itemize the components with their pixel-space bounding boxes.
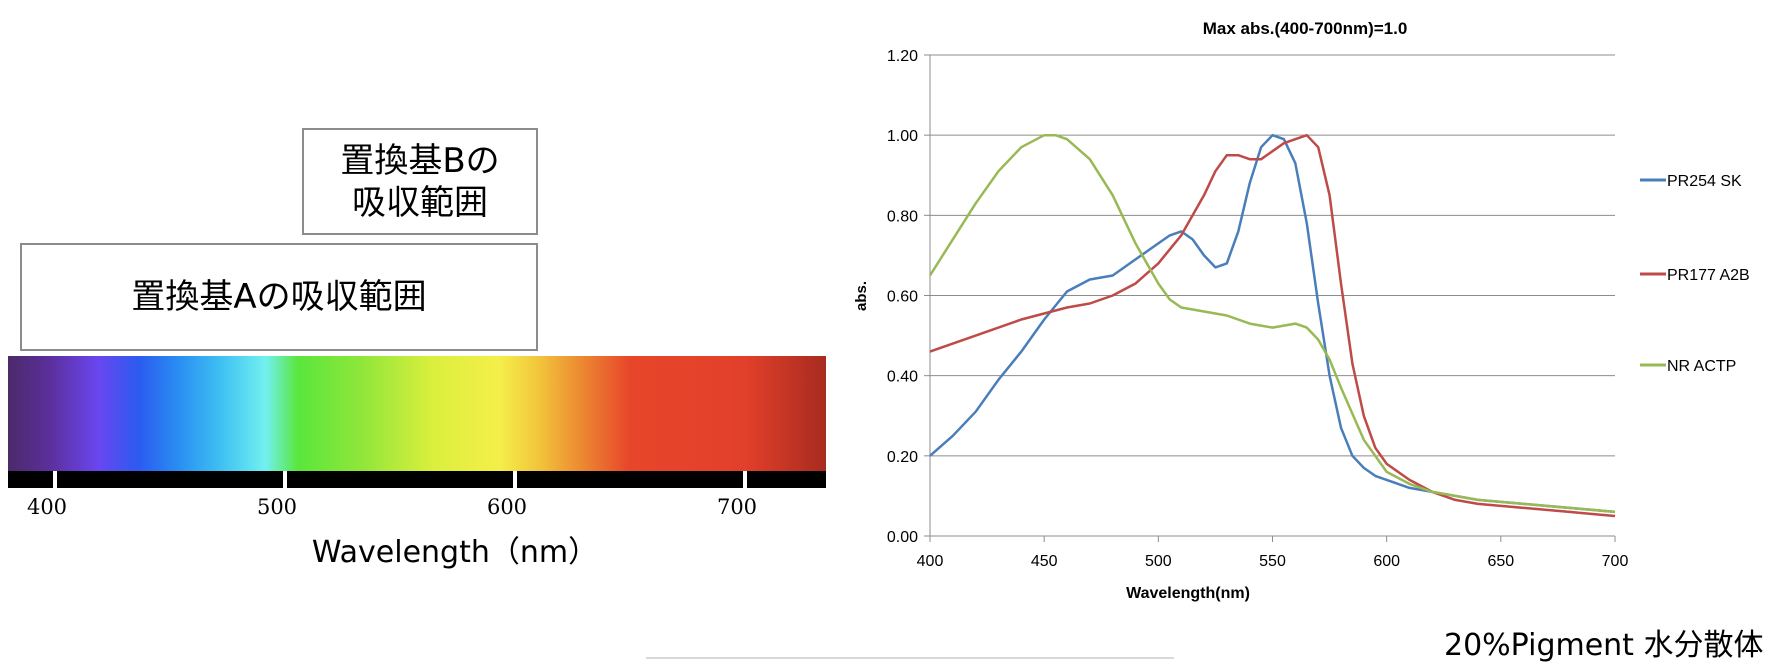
substituent-b-line-2: 吸収範囲 xyxy=(351,182,488,223)
legend-label: NR ACTP xyxy=(1667,358,1736,375)
y-tick-label: 0.00 xyxy=(887,529,918,546)
x-tick-label: 650 xyxy=(1487,553,1514,570)
spectrum-axis-label: Wavelength（nm） xyxy=(312,535,598,570)
x-tick-label: 500 xyxy=(1145,553,1172,570)
legend-label: PR254 SK xyxy=(1667,173,1742,190)
substituent-a-label: 置換基Aの吸収範囲 xyxy=(131,277,427,317)
absorbance-chart: Max abs.(400-700nm)=1.0 0.00 0.20 0.40 0.60… xyxy=(853,19,1750,602)
y-axis-label: abs. xyxy=(853,281,870,311)
y-tick-label: 0.80 xyxy=(887,208,918,225)
series-line xyxy=(928,133,1616,514)
footer-rule xyxy=(646,657,1174,659)
spectrum-tick-mark xyxy=(283,471,287,488)
spectrum-gradient xyxy=(8,356,826,471)
substituent-b-line-1: 置換基Bの xyxy=(340,140,500,181)
substituent-b-box: 置換基Bの 吸収範囲 xyxy=(302,128,538,235)
series-line xyxy=(929,133,1616,518)
substituent-a-box: 置換基Aの吸収範囲 xyxy=(20,243,538,351)
x-tick-label: 600 xyxy=(1373,553,1400,570)
x-tick-label: 550 xyxy=(1259,553,1286,570)
sample-note: 20%Pigment 水分散体 xyxy=(1444,628,1764,663)
spectrum-tick-mark xyxy=(53,471,57,488)
y-tick-label: 0.40 xyxy=(887,369,918,386)
spectrum-tick-label: 400 xyxy=(27,495,67,519)
x-tick-label: 400 xyxy=(917,553,944,570)
x-tick-label: 700 xyxy=(1602,553,1629,570)
spectrum-tick-label: 500 xyxy=(257,495,297,519)
x-axis-label: Wavelength(nm) xyxy=(1126,585,1250,602)
spectrum-tick-mark xyxy=(743,471,747,488)
spectrum-tick-label: 700 xyxy=(717,495,757,519)
y-tick-label: 0.60 xyxy=(887,289,918,306)
legend-label: PR177 A2B xyxy=(1667,267,1750,284)
visible-spectrum: 400 500 600 700 Wavelength（nm） xyxy=(8,356,826,570)
y-tick-label: 1.00 xyxy=(887,128,918,145)
y-tick-label: 1.20 xyxy=(887,48,918,65)
spectrum-tick-mark xyxy=(513,471,517,488)
spectrum-tick-label: 600 xyxy=(487,495,527,519)
x-tick-label: 450 xyxy=(1031,553,1058,570)
y-tick-label: 0.20 xyxy=(887,449,918,466)
spectrum-tick-bar xyxy=(8,471,826,488)
chart-title: Max abs.(400-700nm)=1.0 xyxy=(1203,19,1408,38)
